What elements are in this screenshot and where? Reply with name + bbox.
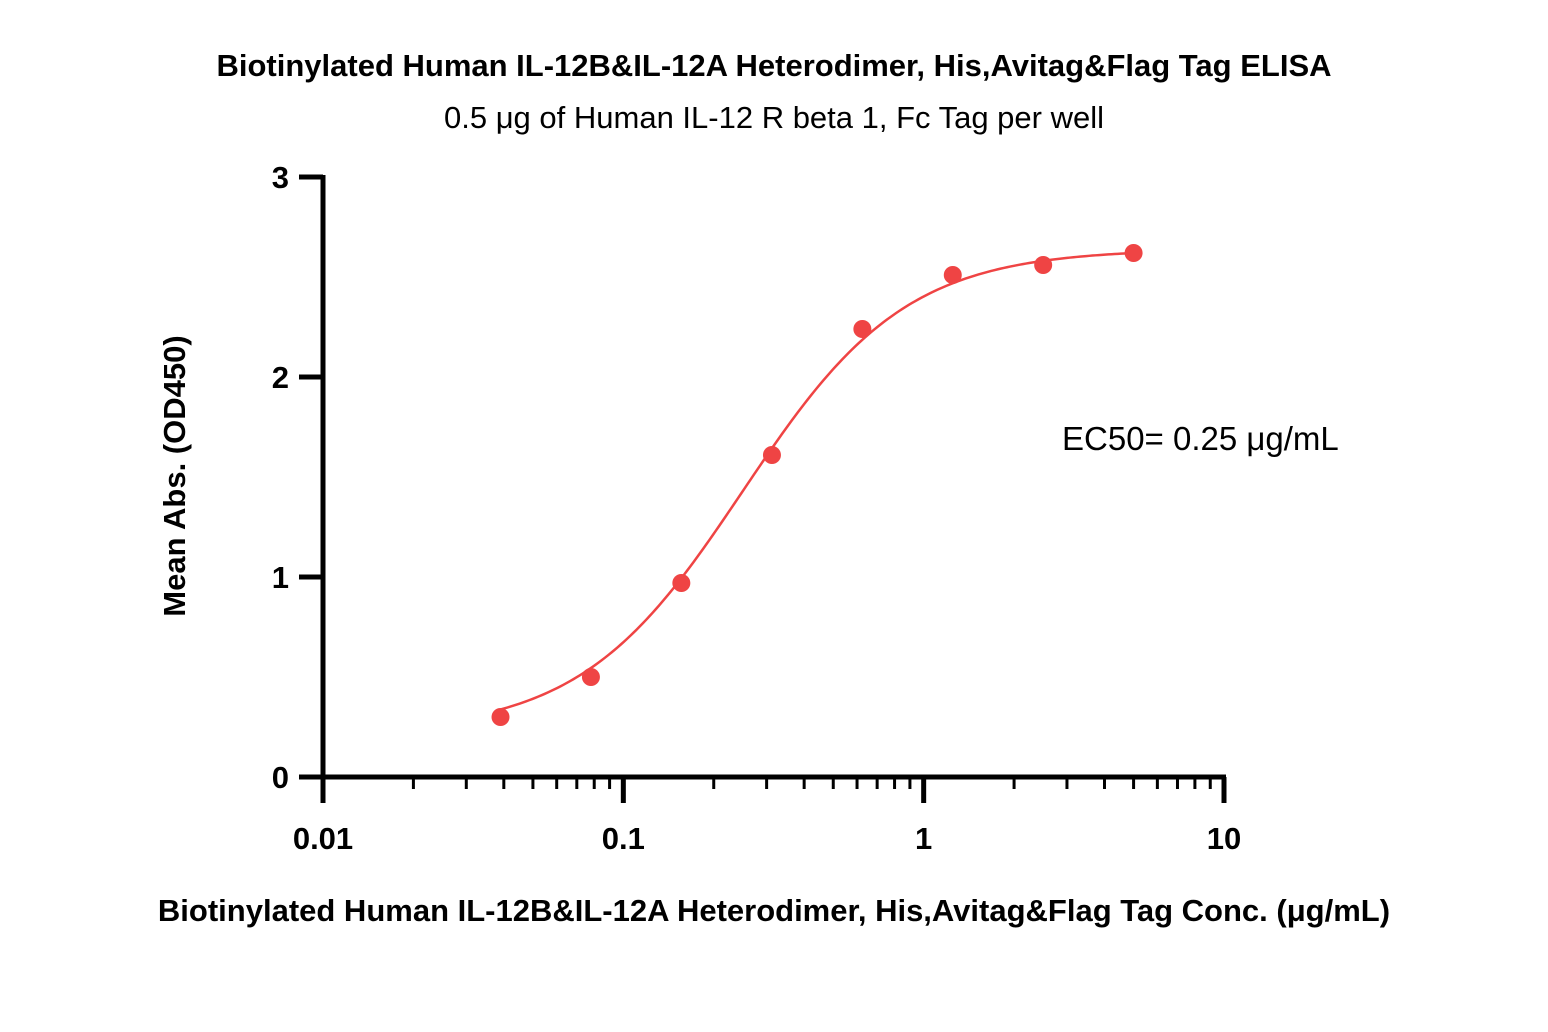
x-axis-label: Biotinylated Human IL-12B&IL-12A Heterod… bbox=[157, 893, 1391, 928]
x-tick-label: 10 bbox=[1207, 821, 1241, 856]
data-point bbox=[853, 320, 872, 338]
y-tick-label: 2 bbox=[272, 360, 289, 395]
data-point bbox=[491, 708, 510, 726]
y-tick-label: 1 bbox=[272, 560, 289, 595]
data-point bbox=[581, 668, 600, 686]
y-tick-label: 3 bbox=[272, 160, 289, 195]
x-tick-label: 0.01 bbox=[293, 821, 353, 856]
chart-title: Biotinylated Human IL-12B&IL-12A Heterod… bbox=[216, 48, 1332, 83]
x-tick-label: 1 bbox=[915, 821, 932, 856]
fit-curve bbox=[500, 251, 1134, 711]
data-point bbox=[762, 446, 781, 464]
ec50-annotation: EC50= 0.25 μg/mL bbox=[1062, 420, 1339, 457]
y-tick-label: 0 bbox=[272, 760, 289, 795]
chart-subtitle: 0.5 μg of Human IL-12 R beta 1, Fc Tag p… bbox=[443, 100, 1105, 135]
x-tick-label: 0.1 bbox=[602, 821, 645, 856]
data-point bbox=[943, 266, 962, 284]
data-point bbox=[1034, 256, 1053, 274]
data-point bbox=[1124, 244, 1143, 262]
data-point bbox=[672, 574, 691, 592]
